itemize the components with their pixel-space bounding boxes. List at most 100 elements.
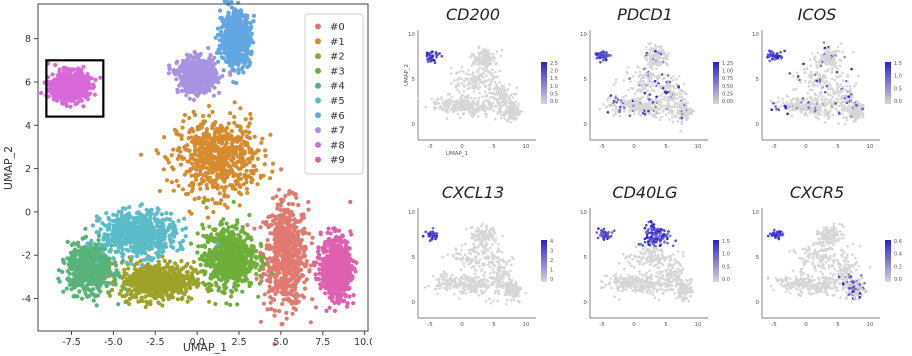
point bbox=[76, 240, 81, 245]
point bbox=[309, 241, 314, 246]
point bbox=[234, 179, 239, 184]
point bbox=[209, 163, 214, 168]
point bbox=[85, 262, 90, 267]
point bbox=[124, 278, 129, 283]
point bbox=[62, 260, 67, 265]
point bbox=[96, 252, 102, 257]
point bbox=[284, 316, 289, 321]
point bbox=[157, 249, 162, 254]
point bbox=[272, 313, 277, 318]
point bbox=[187, 130, 192, 135]
point bbox=[83, 226, 88, 231]
point bbox=[195, 173, 200, 178]
point bbox=[90, 223, 95, 228]
point bbox=[172, 127, 177, 132]
point bbox=[273, 214, 278, 219]
point bbox=[221, 217, 226, 222]
point bbox=[108, 247, 113, 252]
point bbox=[91, 298, 96, 303]
point bbox=[215, 232, 220, 237]
point bbox=[135, 261, 140, 266]
point bbox=[277, 309, 282, 314]
point bbox=[190, 55, 195, 60]
point bbox=[239, 28, 244, 33]
point bbox=[160, 250, 165, 255]
point bbox=[230, 140, 235, 146]
point bbox=[174, 131, 179, 136]
point bbox=[174, 60, 179, 66]
point bbox=[117, 291, 122, 296]
point bbox=[236, 61, 241, 66]
point bbox=[229, 45, 234, 50]
point bbox=[201, 233, 206, 238]
point bbox=[169, 240, 174, 245]
point bbox=[296, 262, 301, 267]
point bbox=[164, 178, 170, 183]
point bbox=[230, 20, 235, 25]
point bbox=[185, 143, 190, 148]
point bbox=[282, 207, 287, 212]
point bbox=[232, 7, 237, 12]
point bbox=[165, 264, 170, 269]
point bbox=[57, 279, 62, 284]
point bbox=[294, 281, 299, 286]
point bbox=[196, 164, 201, 169]
point bbox=[78, 256, 83, 261]
point bbox=[65, 256, 70, 261]
point bbox=[204, 205, 209, 210]
point bbox=[289, 288, 294, 293]
point bbox=[72, 277, 77, 283]
point bbox=[151, 225, 156, 230]
point bbox=[89, 238, 94, 243]
point bbox=[296, 276, 301, 281]
point bbox=[112, 277, 118, 282]
point bbox=[134, 295, 139, 300]
point bbox=[107, 293, 112, 298]
point bbox=[145, 239, 150, 244]
point bbox=[128, 238, 133, 243]
point bbox=[169, 268, 174, 273]
point bbox=[242, 23, 247, 28]
point bbox=[139, 202, 144, 207]
point bbox=[183, 147, 188, 152]
point bbox=[110, 287, 115, 292]
point bbox=[242, 240, 247, 245]
point bbox=[209, 260, 214, 265]
point bbox=[213, 35, 218, 40]
point bbox=[218, 269, 223, 274]
point bbox=[120, 258, 125, 263]
point bbox=[204, 233, 209, 239]
point bbox=[268, 300, 273, 305]
point bbox=[292, 217, 297, 222]
point bbox=[176, 218, 181, 223]
point bbox=[233, 148, 238, 153]
point bbox=[202, 258, 207, 263]
point bbox=[243, 40, 249, 46]
point bbox=[127, 301, 132, 306]
point bbox=[235, 220, 240, 225]
point bbox=[200, 222, 205, 227]
point bbox=[163, 280, 168, 285]
point bbox=[249, 116, 254, 121]
point bbox=[229, 294, 234, 299]
point bbox=[230, 224, 235, 229]
point bbox=[205, 186, 210, 191]
point bbox=[222, 188, 227, 193]
point bbox=[88, 274, 93, 280]
point bbox=[97, 271, 102, 276]
point bbox=[143, 304, 148, 310]
point bbox=[247, 269, 252, 274]
point bbox=[65, 277, 70, 282]
point bbox=[230, 66, 235, 72]
point bbox=[268, 176, 273, 181]
point bbox=[243, 275, 248, 280]
point bbox=[229, 258, 234, 263]
point bbox=[90, 287, 96, 292]
point bbox=[124, 260, 129, 265]
point bbox=[240, 278, 245, 284]
point bbox=[255, 262, 260, 267]
point bbox=[205, 145, 210, 150]
point bbox=[217, 191, 222, 196]
point bbox=[121, 252, 126, 257]
point bbox=[175, 264, 180, 269]
